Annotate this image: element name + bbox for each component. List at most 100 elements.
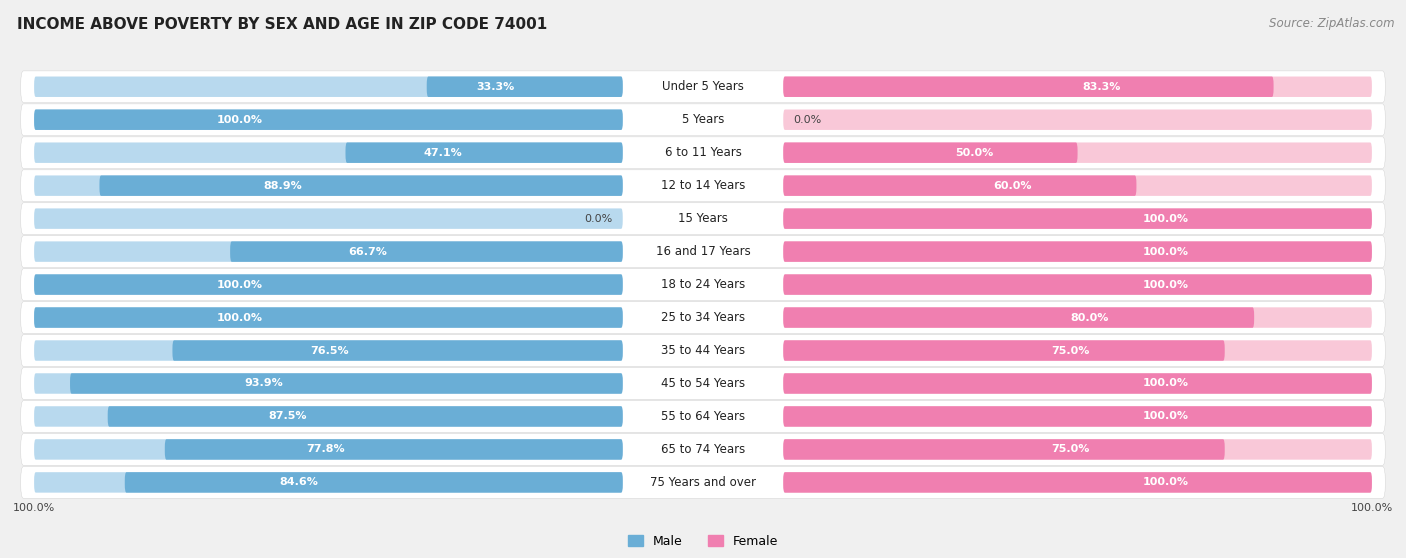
- Text: 75 Years and over: 75 Years and over: [650, 476, 756, 489]
- FancyBboxPatch shape: [100, 175, 623, 196]
- Text: 100.0%: 100.0%: [1143, 478, 1189, 488]
- Text: 100.0%: 100.0%: [217, 312, 263, 323]
- FancyBboxPatch shape: [346, 142, 623, 163]
- Text: 0.0%: 0.0%: [793, 115, 821, 125]
- Text: Source: ZipAtlas.com: Source: ZipAtlas.com: [1270, 17, 1395, 30]
- FancyBboxPatch shape: [173, 340, 623, 361]
- Text: 100.0%: 100.0%: [1143, 280, 1189, 290]
- FancyBboxPatch shape: [21, 434, 1385, 465]
- FancyBboxPatch shape: [783, 242, 1372, 262]
- FancyBboxPatch shape: [125, 472, 623, 493]
- Text: 75.0%: 75.0%: [1052, 345, 1090, 355]
- FancyBboxPatch shape: [70, 373, 623, 394]
- FancyBboxPatch shape: [783, 307, 1254, 328]
- Text: 100.0%: 100.0%: [1143, 378, 1189, 388]
- FancyBboxPatch shape: [21, 71, 1385, 103]
- FancyBboxPatch shape: [34, 373, 623, 394]
- Text: 100.0%: 100.0%: [1143, 411, 1189, 421]
- FancyBboxPatch shape: [783, 142, 1077, 163]
- FancyBboxPatch shape: [783, 175, 1372, 196]
- FancyBboxPatch shape: [783, 76, 1274, 97]
- FancyBboxPatch shape: [34, 175, 623, 196]
- FancyBboxPatch shape: [783, 472, 1372, 493]
- FancyBboxPatch shape: [34, 142, 623, 163]
- FancyBboxPatch shape: [21, 401, 1385, 432]
- FancyBboxPatch shape: [34, 307, 623, 328]
- FancyBboxPatch shape: [34, 109, 623, 130]
- FancyBboxPatch shape: [34, 275, 623, 295]
- Text: 83.3%: 83.3%: [1083, 81, 1121, 92]
- FancyBboxPatch shape: [231, 242, 623, 262]
- Text: 80.0%: 80.0%: [1070, 312, 1108, 323]
- FancyBboxPatch shape: [21, 335, 1385, 367]
- Text: 100.0%: 100.0%: [217, 115, 263, 125]
- FancyBboxPatch shape: [427, 76, 623, 97]
- FancyBboxPatch shape: [783, 406, 1372, 427]
- FancyBboxPatch shape: [34, 472, 623, 493]
- FancyBboxPatch shape: [34, 406, 623, 427]
- FancyBboxPatch shape: [783, 340, 1225, 361]
- FancyBboxPatch shape: [21, 170, 1385, 201]
- FancyBboxPatch shape: [34, 208, 623, 229]
- FancyBboxPatch shape: [783, 373, 1372, 394]
- FancyBboxPatch shape: [34, 76, 623, 97]
- Text: 47.1%: 47.1%: [423, 148, 463, 158]
- Text: 6 to 11 Years: 6 to 11 Years: [665, 146, 741, 159]
- Text: 75.0%: 75.0%: [1052, 444, 1090, 454]
- FancyBboxPatch shape: [21, 302, 1385, 333]
- Text: 65 to 74 Years: 65 to 74 Years: [661, 443, 745, 456]
- FancyBboxPatch shape: [34, 109, 623, 130]
- Text: Under 5 Years: Under 5 Years: [662, 80, 744, 93]
- FancyBboxPatch shape: [783, 109, 1372, 130]
- FancyBboxPatch shape: [783, 208, 1372, 229]
- FancyBboxPatch shape: [165, 439, 623, 460]
- Text: 100.0%: 100.0%: [13, 503, 55, 513]
- FancyBboxPatch shape: [21, 104, 1385, 136]
- FancyBboxPatch shape: [783, 175, 1136, 196]
- FancyBboxPatch shape: [34, 307, 623, 328]
- FancyBboxPatch shape: [21, 466, 1385, 498]
- Text: 18 to 24 Years: 18 to 24 Years: [661, 278, 745, 291]
- FancyBboxPatch shape: [783, 275, 1372, 295]
- Text: 25 to 34 Years: 25 to 34 Years: [661, 311, 745, 324]
- Text: 93.9%: 93.9%: [245, 378, 283, 388]
- FancyBboxPatch shape: [34, 439, 623, 460]
- FancyBboxPatch shape: [21, 137, 1385, 169]
- Text: 100.0%: 100.0%: [1143, 247, 1189, 257]
- FancyBboxPatch shape: [783, 373, 1372, 394]
- FancyBboxPatch shape: [783, 439, 1372, 460]
- Text: 0.0%: 0.0%: [585, 214, 613, 224]
- FancyBboxPatch shape: [783, 275, 1372, 295]
- FancyBboxPatch shape: [783, 76, 1372, 97]
- Text: 60.0%: 60.0%: [994, 181, 1032, 191]
- FancyBboxPatch shape: [783, 472, 1372, 493]
- FancyBboxPatch shape: [783, 242, 1372, 262]
- Text: 55 to 64 Years: 55 to 64 Years: [661, 410, 745, 423]
- FancyBboxPatch shape: [783, 340, 1372, 361]
- Text: 5 Years: 5 Years: [682, 113, 724, 126]
- FancyBboxPatch shape: [783, 307, 1372, 328]
- FancyBboxPatch shape: [21, 203, 1385, 234]
- FancyBboxPatch shape: [783, 439, 1225, 460]
- Text: 87.5%: 87.5%: [269, 411, 308, 421]
- FancyBboxPatch shape: [108, 406, 623, 427]
- Text: INCOME ABOVE POVERTY BY SEX AND AGE IN ZIP CODE 74001: INCOME ABOVE POVERTY BY SEX AND AGE IN Z…: [17, 17, 547, 32]
- FancyBboxPatch shape: [783, 142, 1372, 163]
- FancyBboxPatch shape: [34, 340, 623, 361]
- FancyBboxPatch shape: [21, 269, 1385, 300]
- Text: 100.0%: 100.0%: [1143, 214, 1189, 224]
- Text: 15 Years: 15 Years: [678, 212, 728, 225]
- FancyBboxPatch shape: [21, 368, 1385, 400]
- Text: 35 to 44 Years: 35 to 44 Years: [661, 344, 745, 357]
- FancyBboxPatch shape: [21, 236, 1385, 267]
- Text: 100.0%: 100.0%: [1351, 503, 1393, 513]
- Text: 16 and 17 Years: 16 and 17 Years: [655, 245, 751, 258]
- Text: 12 to 14 Years: 12 to 14 Years: [661, 179, 745, 192]
- Text: 100.0%: 100.0%: [217, 280, 263, 290]
- Text: 88.9%: 88.9%: [263, 181, 302, 191]
- Text: 76.5%: 76.5%: [311, 345, 349, 355]
- Text: 33.3%: 33.3%: [477, 81, 515, 92]
- FancyBboxPatch shape: [34, 275, 623, 295]
- Text: 50.0%: 50.0%: [956, 148, 994, 158]
- FancyBboxPatch shape: [34, 242, 623, 262]
